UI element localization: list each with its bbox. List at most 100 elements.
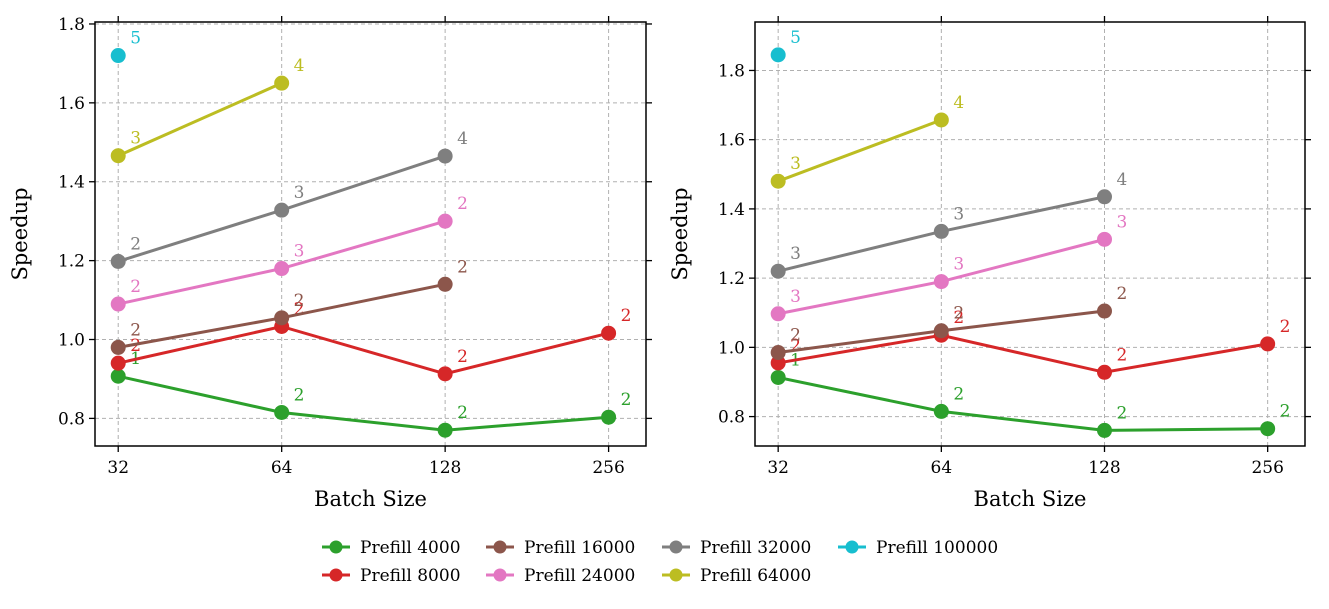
series-prefill-100000: 5 <box>110 29 141 64</box>
data-label: 2 <box>457 194 468 214</box>
data-label: 3 <box>790 154 801 174</box>
data-label: 2 <box>1280 402 1291 422</box>
data-label: 2 <box>130 320 141 340</box>
legend-item: Prefill 8000 <box>322 566 461 586</box>
data-point <box>437 276 453 292</box>
data-label: 2 <box>294 299 305 319</box>
series-prefill-100000: 5 <box>770 28 801 63</box>
x-tick-label: 256 <box>592 458 624 478</box>
data-point <box>1260 336 1276 352</box>
data-label: 2 <box>294 385 305 405</box>
legend-label: Prefill 8000 <box>360 566 461 586</box>
data-point <box>110 368 126 384</box>
series-prefill-64000: 34 <box>770 93 964 189</box>
data-point <box>437 213 453 229</box>
legend-marker <box>493 540 507 554</box>
data-point <box>110 355 126 371</box>
data-point <box>274 261 290 277</box>
data-point <box>1097 303 1113 319</box>
y-axis-title: Speedup <box>668 187 692 280</box>
legend-label: Prefill 32000 <box>700 538 811 558</box>
data-point <box>1097 364 1113 380</box>
data-point <box>933 403 949 419</box>
legend-item: Prefill 24000 <box>486 566 635 586</box>
data-label: 2 <box>1280 317 1291 337</box>
y-tick-label: 1.0 <box>58 331 85 351</box>
y-tick-label: 1.6 <box>58 94 85 114</box>
data-point <box>1097 189 1113 205</box>
data-point <box>1097 231 1113 247</box>
data-point <box>437 366 453 382</box>
data-label: 4 <box>1117 170 1128 190</box>
data-point <box>110 296 126 312</box>
data-point <box>437 422 453 438</box>
legend-marker <box>329 568 343 582</box>
data-label: 2 <box>953 308 964 328</box>
data-label: 3 <box>953 204 964 224</box>
data-label: 2 <box>1117 345 1128 365</box>
data-label: 2 <box>1117 403 1128 423</box>
series-line <box>117 81 283 158</box>
x-tick-label: 128 <box>429 458 461 478</box>
data-label: 3 <box>790 244 801 264</box>
y-tick-label: 0.8 <box>58 409 85 429</box>
data-point <box>437 148 453 164</box>
data-label: 2 <box>621 306 632 326</box>
data-label: 2 <box>790 326 801 346</box>
data-point <box>770 355 786 371</box>
series-prefill-16000: 222 <box>110 257 468 355</box>
data-label: 2 <box>457 347 468 367</box>
data-point <box>110 253 126 269</box>
y-tick-label: 1.4 <box>718 200 745 220</box>
data-point <box>110 339 126 355</box>
legend-label: Prefill 64000 <box>700 566 811 586</box>
y-axis-title: Speedup <box>8 187 32 280</box>
legend-marker <box>493 568 507 582</box>
legend-item: Prefill 100000 <box>838 538 998 558</box>
series-prefill-16000: 222 <box>770 284 1128 361</box>
data-label: 2 <box>1117 284 1128 304</box>
data-label: 3 <box>294 242 305 262</box>
x-tick-label: 32 <box>107 458 129 478</box>
data-label: 2 <box>294 291 305 311</box>
plot-frame <box>754 21 1306 447</box>
series-prefill-24000: 3 3 3 <box>770 212 1127 322</box>
data-point <box>770 173 786 189</box>
legend-marker <box>329 540 343 554</box>
series-prefill-64000: 34 <box>110 56 305 164</box>
plot-frame <box>94 21 647 447</box>
data-label: 4 <box>953 93 964 113</box>
x-axis-title: Batch Size <box>314 487 427 511</box>
data-label: 3 <box>130 129 141 149</box>
data-point <box>933 112 949 128</box>
series-line <box>117 374 609 432</box>
series-prefill-8000: 2 2 2 2 <box>110 299 632 382</box>
y-tick-label: 1.6 <box>718 131 745 151</box>
data-label: 2 <box>457 257 468 277</box>
x-tick-label: 32 <box>767 458 789 478</box>
x-tick-label: 256 <box>1251 458 1283 478</box>
data-label: 2 <box>621 390 632 410</box>
data-point <box>274 404 290 420</box>
data-label: 2 <box>790 336 801 356</box>
data-label: 5 <box>790 28 801 48</box>
data-point <box>770 345 786 361</box>
y-tick-label: 1.4 <box>58 173 85 193</box>
legend-item: Prefill 4000 <box>322 538 461 558</box>
data-point <box>933 223 949 239</box>
data-point <box>274 202 290 218</box>
data-point <box>110 48 126 64</box>
y-tick-label: 1.8 <box>58 15 85 35</box>
data-point <box>601 409 617 425</box>
series-line <box>777 333 1268 374</box>
data-point <box>1097 422 1113 438</box>
data-point <box>110 148 126 164</box>
series-line <box>117 324 609 376</box>
data-point <box>770 306 786 322</box>
data-label: 5 <box>130 29 141 49</box>
x-tick-label: 64 <box>271 458 293 478</box>
data-label: 2 <box>953 304 964 324</box>
data-point <box>933 274 949 290</box>
